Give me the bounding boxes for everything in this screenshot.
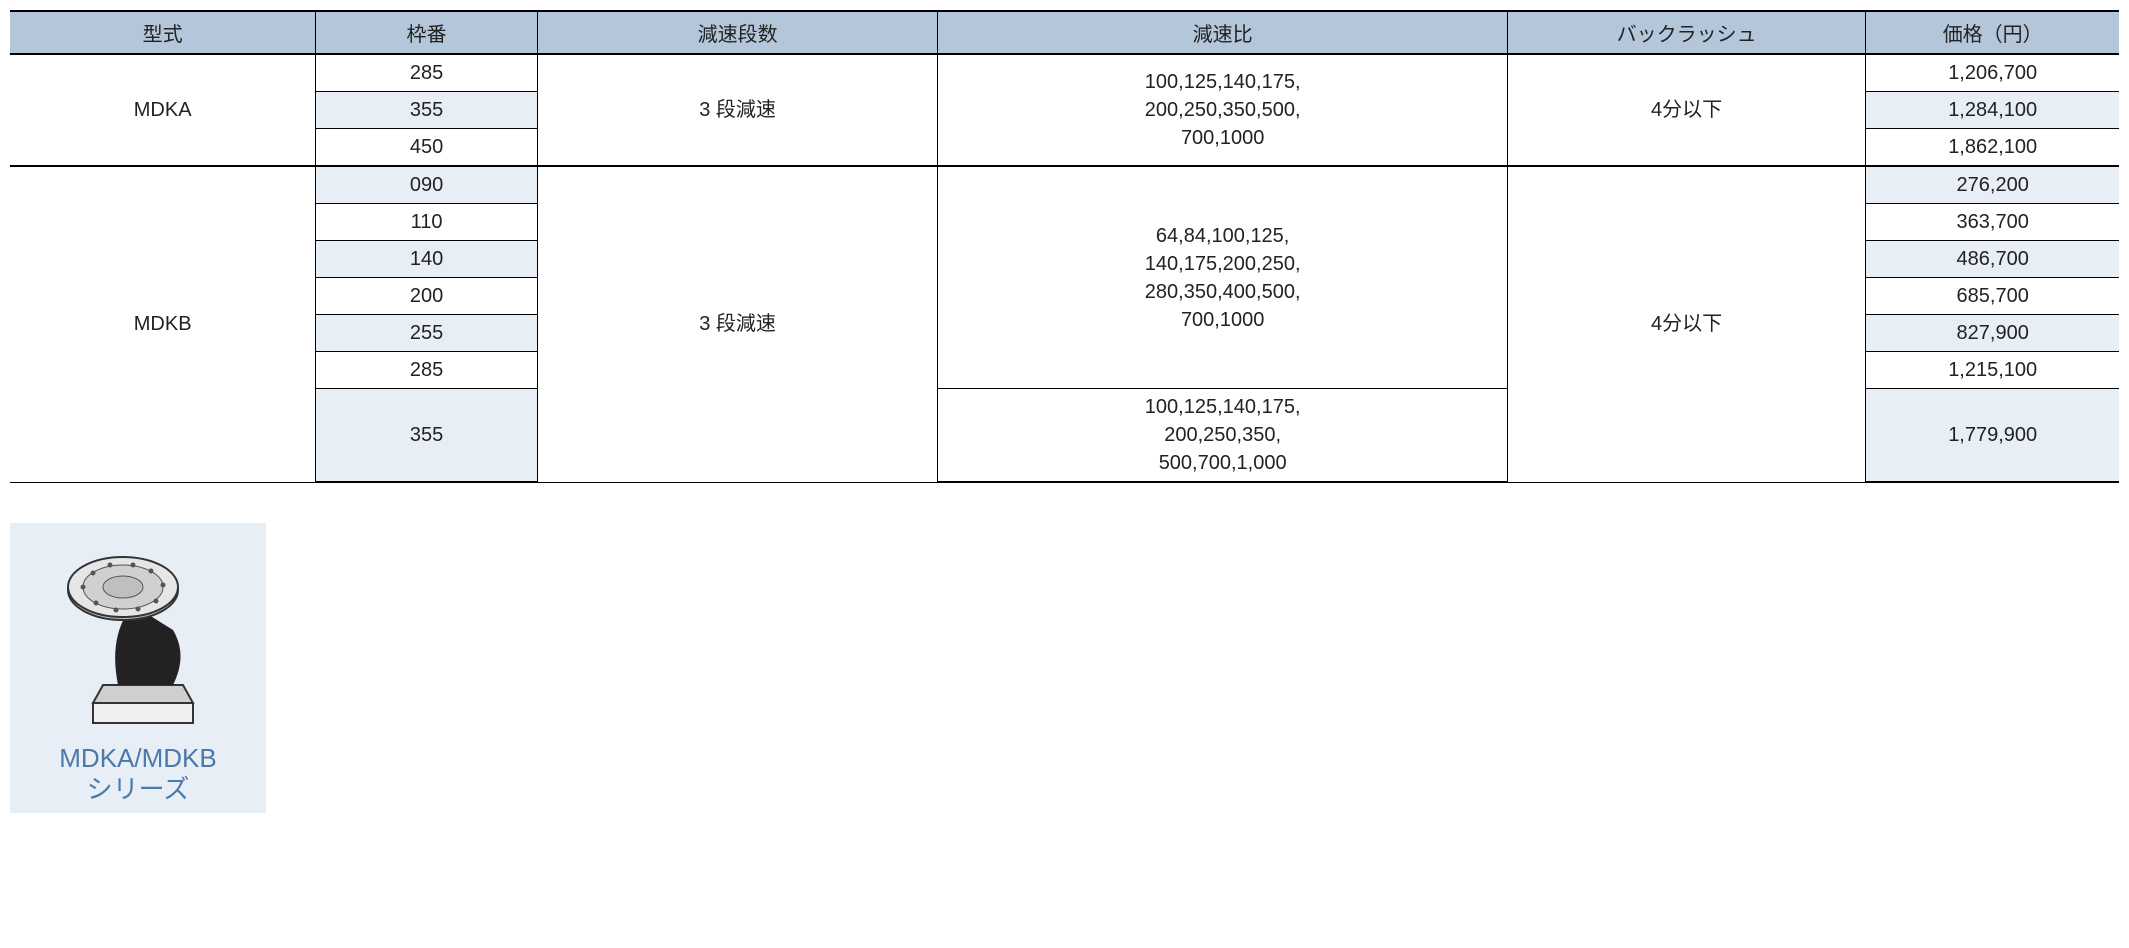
frame-cell: 200 <box>316 278 537 315</box>
model-cell: MDKA <box>10 54 316 166</box>
price-cell: 1,284,100 <box>1866 92 2119 129</box>
product-label-line1: MDKA/MDKB <box>59 743 216 773</box>
col-header: 減速段数 <box>537 11 938 54</box>
backlash-cell: 4分以下 <box>1507 54 1866 166</box>
price-cell: 276,200 <box>1866 166 2119 204</box>
ratio-cell: 64,84,100,125,140,175,200,250,280,350,40… <box>938 166 1507 389</box>
price-cell: 1,206,700 <box>1866 54 2119 92</box>
price-cell: 363,700 <box>1866 204 2119 241</box>
product-card: MDKA/MDKB シリーズ <box>10 523 266 813</box>
gearbox-icon <box>38 535 238 735</box>
ratio-cell: 100,125,140,175,200,250,350,500,700,1000 <box>938 54 1507 166</box>
ratio-cell: 100,125,140,175,200,250,350,500,700,1,00… <box>938 389 1507 483</box>
spec-table: 型式枠番減速段数減速比バックラッシュ価格（円） MDKA2853 段減速100,… <box>10 10 2119 483</box>
table-row: MDKB0903 段減速64,84,100,125,140,175,200,25… <box>10 166 2119 204</box>
model-cell: MDKB <box>10 166 316 482</box>
table-header-row: 型式枠番減速段数減速比バックラッシュ価格（円） <box>10 11 2119 54</box>
price-cell: 1,215,100 <box>1866 352 2119 389</box>
frame-cell: 355 <box>316 92 537 129</box>
product-label-line2: シリーズ <box>87 774 190 804</box>
price-cell: 1,862,100 <box>1866 129 2119 167</box>
table-row: MDKA2853 段減速100,125,140,175,200,250,350,… <box>10 54 2119 92</box>
frame-cell: 110 <box>316 204 537 241</box>
frame-cell: 355 <box>316 389 537 483</box>
frame-cell: 285 <box>316 54 537 92</box>
price-cell: 685,700 <box>1866 278 2119 315</box>
col-header: バックラッシュ <box>1507 11 1866 54</box>
col-header: 減速比 <box>938 11 1507 54</box>
frame-cell: 285 <box>316 352 537 389</box>
product-card-label: MDKA/MDKB シリーズ <box>18 743 258 805</box>
frame-cell: 090 <box>316 166 537 204</box>
stage-cell: 3 段減速 <box>537 54 938 166</box>
price-cell: 1,779,900 <box>1866 389 2119 483</box>
price-cell: 486,700 <box>1866 241 2119 278</box>
col-header: 枠番 <box>316 11 537 54</box>
col-header: 型式 <box>10 11 316 54</box>
frame-cell: 255 <box>316 315 537 352</box>
stage-cell: 3 段減速 <box>537 166 938 482</box>
frame-cell: 140 <box>316 241 537 278</box>
backlash-cell: 4分以下 <box>1507 166 1866 482</box>
price-cell: 827,900 <box>1866 315 2119 352</box>
frame-cell: 450 <box>316 129 537 167</box>
col-header: 価格（円） <box>1866 11 2119 54</box>
